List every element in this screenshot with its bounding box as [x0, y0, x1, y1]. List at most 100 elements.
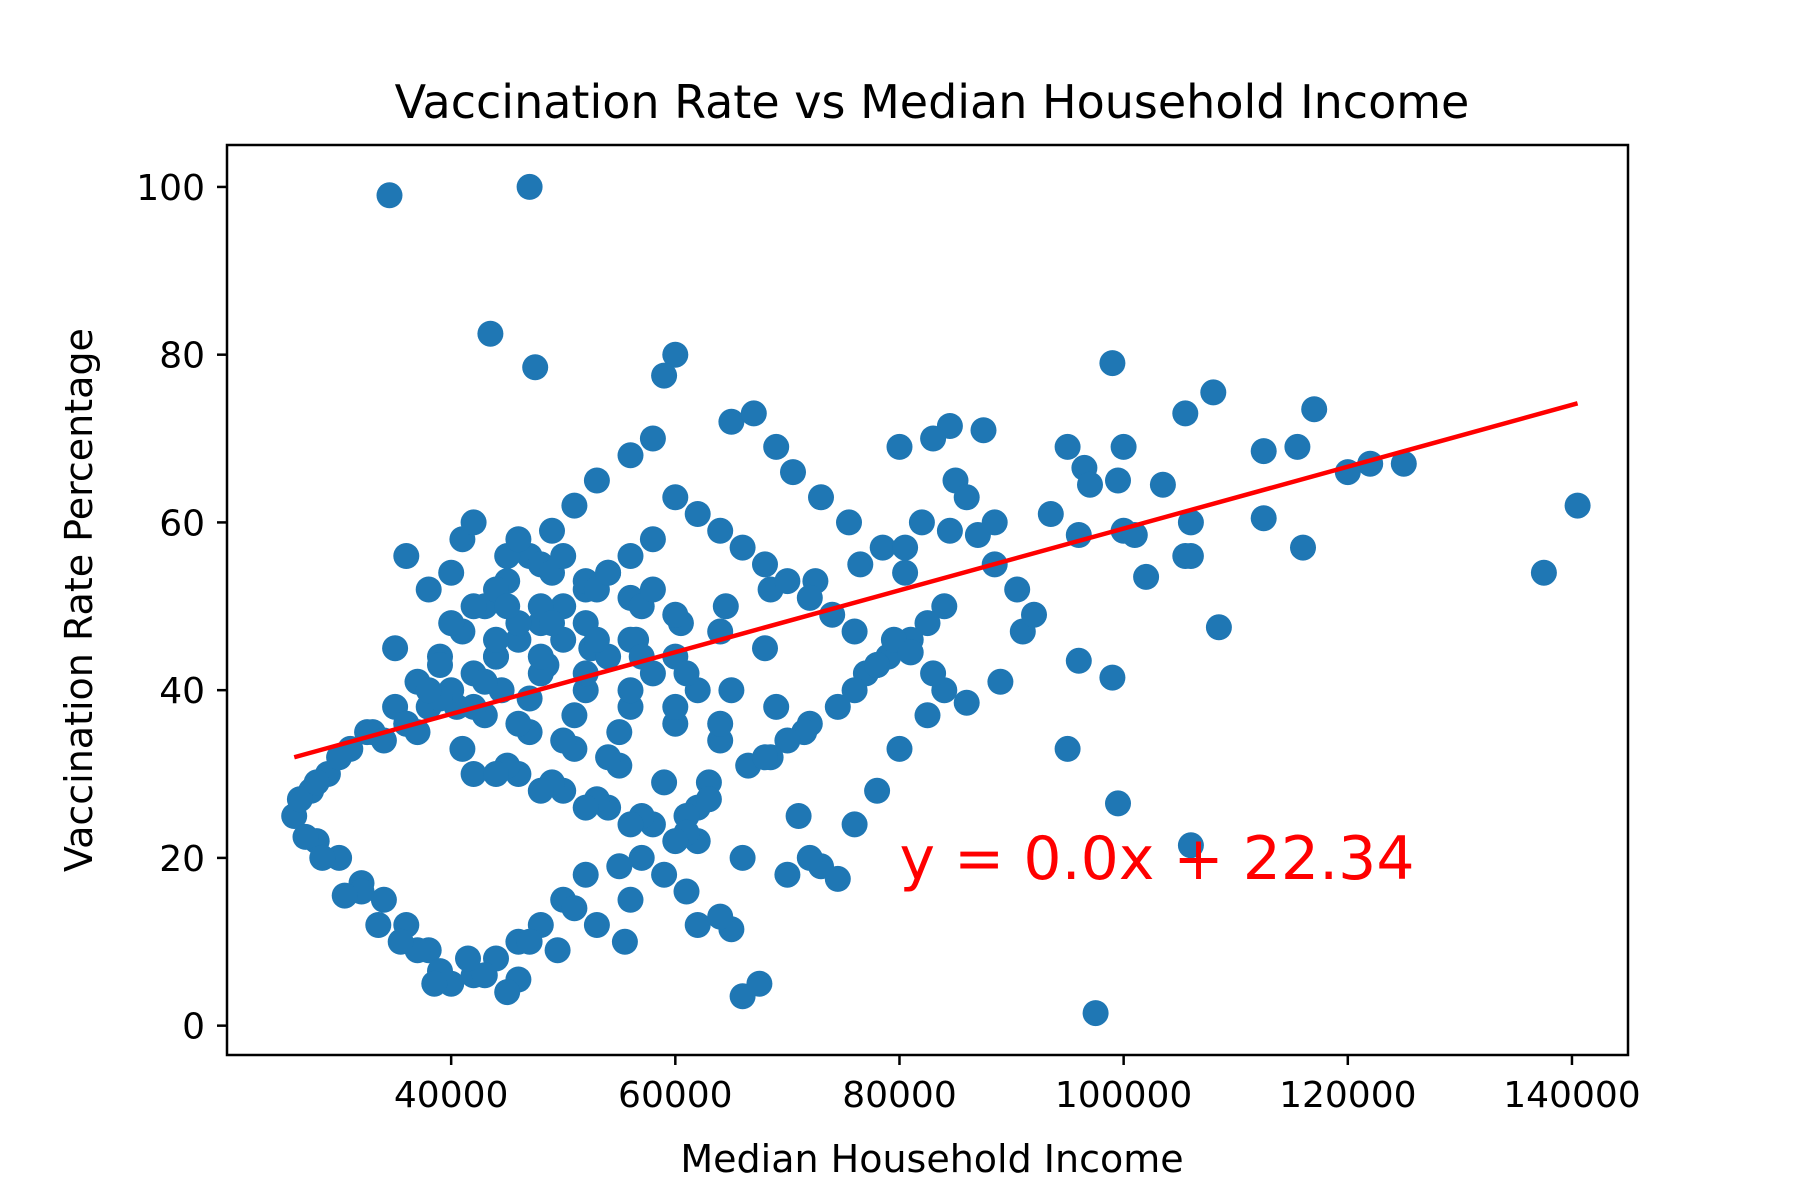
data-point: [841, 618, 868, 645]
y-axis-ticks: 0 20 40 60 80 100: [136, 168, 227, 1048]
y-axis-label: Vaccination Rate Percentage: [57, 328, 101, 872]
data-point: [808, 484, 834, 511]
data-point: [494, 593, 521, 620]
data-point: [438, 559, 465, 586]
x-axis-ticks: 40000 60000 80000 100000 120000 140000: [394, 1055, 1641, 1116]
data-point: [639, 526, 666, 553]
data-point: [920, 425, 947, 452]
data-point: [483, 761, 509, 787]
data-point: [936, 517, 963, 544]
chart-title: Vaccination Rate vs Median Household Inc…: [395, 75, 1470, 129]
data-point: [1200, 379, 1227, 406]
data-point: [1105, 467, 1131, 494]
data-point: [1105, 790, 1131, 817]
data-point: [1065, 647, 1092, 674]
data-point: [421, 970, 448, 997]
data-point: [651, 861, 678, 888]
data-point: [662, 341, 689, 368]
data-point: [544, 937, 571, 964]
data-point: [763, 433, 790, 460]
data-point: [752, 744, 778, 771]
x-tick-label: 140000: [1503, 1075, 1640, 1116]
data-point: [718, 408, 745, 435]
data-point: [1149, 471, 1176, 498]
data-point: [662, 484, 689, 511]
x-axis-label: Median Household Income: [680, 1137, 1183, 1181]
data-point: [1177, 509, 1204, 536]
data-point: [617, 811, 644, 838]
data-point: [729, 844, 756, 871]
data-point: [387, 928, 414, 955]
data-point: [494, 979, 521, 1006]
y-tick-label: 100: [136, 168, 205, 209]
data-point: [460, 593, 487, 620]
x-tick-label: 40000: [394, 1075, 509, 1116]
data-point: [953, 689, 980, 716]
data-point: [516, 928, 543, 955]
data-point: [326, 744, 353, 771]
data-point: [712, 593, 739, 620]
data-point: [869, 534, 896, 561]
data-point: [718, 677, 745, 704]
x-tick-label: 100000: [1055, 1075, 1192, 1116]
data-point: [970, 417, 997, 444]
data-point: [1250, 438, 1277, 465]
data-point: [583, 626, 610, 653]
data-point: [1037, 501, 1064, 527]
data-point: [1530, 559, 1557, 586]
data-point: [684, 912, 711, 938]
data-point: [1021, 601, 1047, 628]
data-point: [892, 534, 919, 561]
data-point: [752, 551, 778, 578]
data-point: [864, 777, 891, 804]
data-point: [561, 492, 588, 519]
data-point: [527, 643, 554, 670]
data-point: [1301, 396, 1328, 423]
data-point: [796, 584, 823, 611]
data-point: [892, 559, 919, 586]
data-point: [617, 677, 644, 704]
data-point: [561, 895, 588, 922]
data-point: [309, 844, 336, 871]
data-point: [673, 878, 700, 905]
data-point: [449, 735, 476, 762]
data-point: [662, 828, 689, 855]
data-point: [841, 811, 868, 838]
x-tick-label: 60000: [618, 1075, 733, 1116]
axes-frame: [225, 143, 1630, 1057]
data-point: [550, 543, 577, 569]
data-point: [550, 727, 577, 754]
regression-equation-label: y = 0.0x + 22.34: [899, 824, 1414, 894]
data-point: [1284, 433, 1311, 460]
data-point: [662, 693, 689, 720]
data-point: [606, 853, 633, 880]
data-point: [886, 433, 913, 460]
data-point: [1290, 534, 1316, 561]
data-point: [964, 522, 991, 548]
data-point: [505, 710, 532, 737]
data-point: [707, 903, 734, 930]
data-point: [292, 823, 319, 850]
data-point: [595, 559, 622, 586]
data-point: [365, 912, 392, 938]
data-point: [780, 459, 806, 486]
data-point: [505, 526, 532, 553]
y-tick-label: 60: [159, 503, 205, 544]
data-point: [583, 467, 610, 494]
data-point: [606, 719, 633, 746]
data-point: [707, 517, 734, 544]
data-point: [695, 786, 722, 813]
data-point: [785, 803, 812, 829]
data-point: [931, 593, 958, 620]
data-point: [847, 551, 874, 578]
data-point: [415, 677, 442, 704]
data-point: [908, 509, 935, 536]
data-point: [471, 962, 498, 989]
data-point: [864, 652, 891, 678]
data-point: [393, 543, 420, 569]
data-point: [841, 677, 868, 704]
data-point: [914, 610, 941, 637]
data-point: [1564, 492, 1591, 519]
y-tick-label: 0: [182, 1007, 205, 1048]
data-point: [370, 886, 397, 913]
